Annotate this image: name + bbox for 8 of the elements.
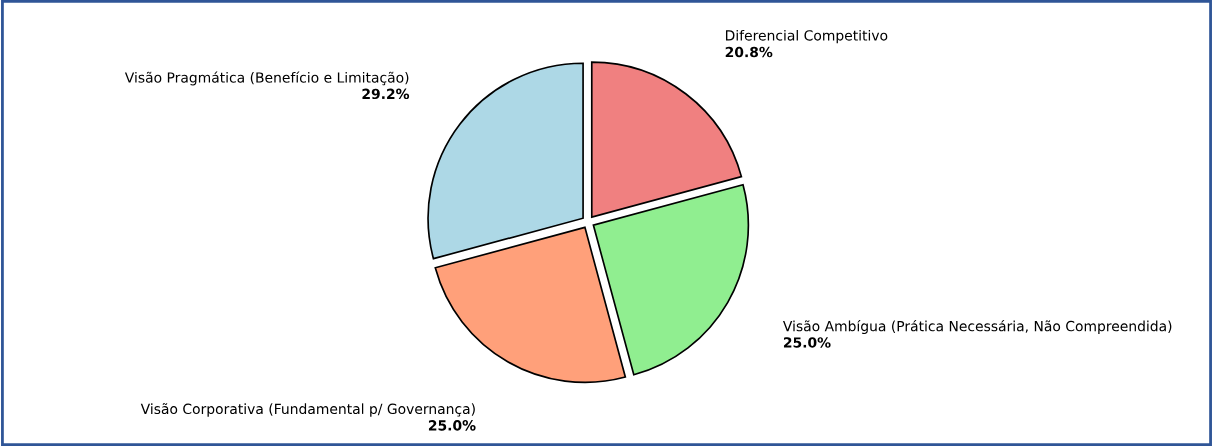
slice-label: Visão Corporativa (Fundamental p/ Governança) [140, 403, 475, 417]
slice-label: Visão Ambígua (Prática Necessária, Não Compreendida) [782, 320, 1172, 335]
data-label: 25.0% [783, 337, 831, 348]
data-label: 25.0% [428, 420, 476, 431]
data-label: 29.2% [362, 88, 410, 100]
slice-label: Visão Pragmática (Benefício e Limitação) [124, 71, 409, 86]
data-label: 20.8% [725, 46, 773, 58]
slice-label: Diferencial Competitivo [726, 29, 888, 44]
